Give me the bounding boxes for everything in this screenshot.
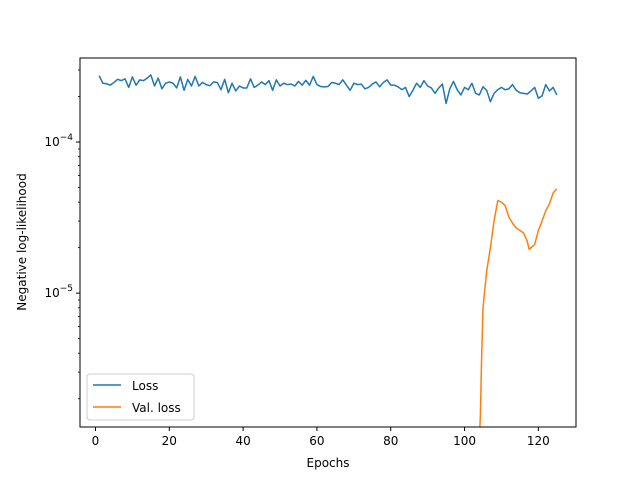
- series-line-loss: [98, 74, 558, 105]
- y-axis-label: Negative log-likelihood: [15, 173, 29, 310]
- x-tick-label: 60: [309, 434, 324, 448]
- x-tick-label: 40: [235, 434, 250, 448]
- series-line-val-loss: [479, 188, 558, 427]
- legend-label-loss: Loss: [132, 379, 158, 393]
- x-tick-label: 0: [92, 434, 100, 448]
- series-layer: [98, 74, 558, 427]
- x-axis-ticks: 0 20 40 60 80 100 120: [92, 427, 550, 448]
- x-tick-label: 120: [527, 434, 550, 448]
- x-axis-label: Epochs: [307, 456, 350, 470]
- y-tick-label: 10−5: [44, 284, 73, 300]
- plot-frame: [79, 57, 577, 428]
- y-axis-ticks: 10−5 10−4: [44, 69, 80, 400]
- x-tick-label: 20: [162, 434, 177, 448]
- y-tick-label: 10−4: [44, 133, 73, 149]
- x-tick-label: 100: [453, 434, 476, 448]
- x-tick-label: 80: [383, 434, 398, 448]
- legend-label-val-loss: Val. loss: [132, 401, 181, 415]
- legend: Loss Val. loss: [86, 373, 195, 421]
